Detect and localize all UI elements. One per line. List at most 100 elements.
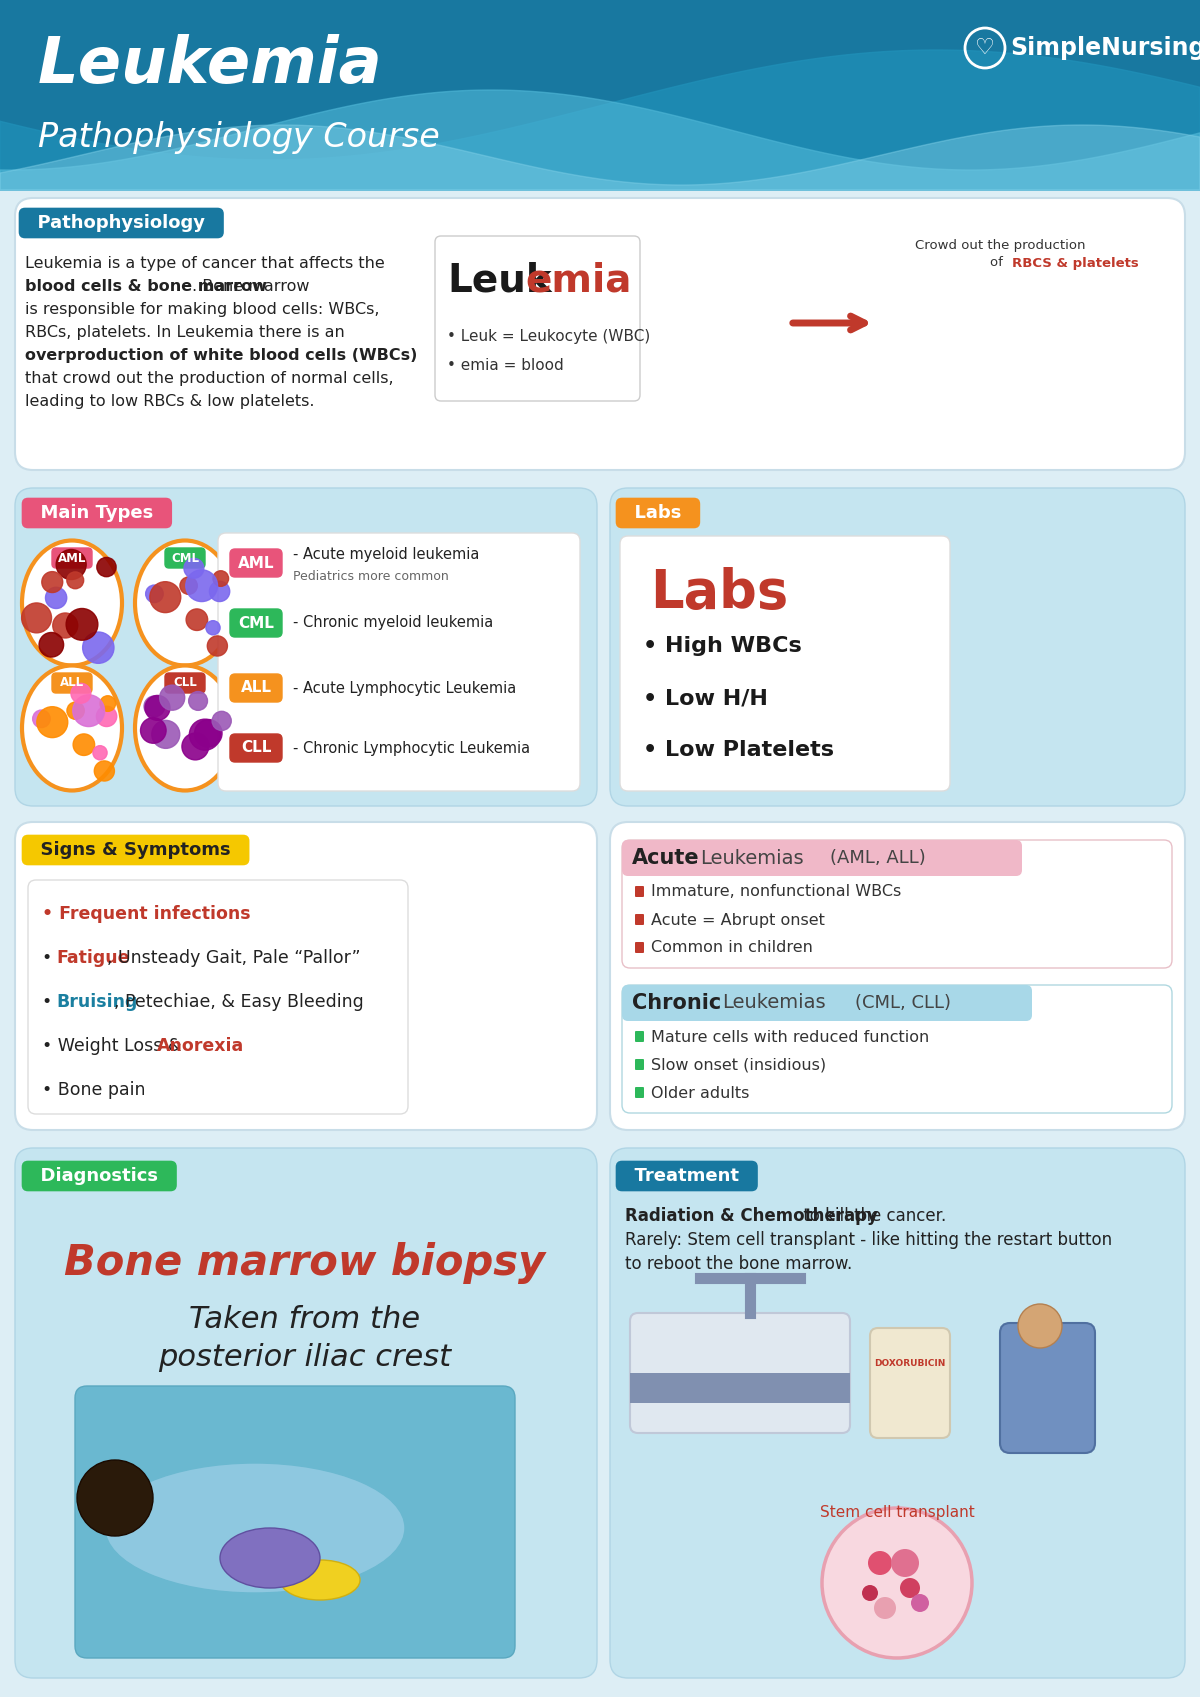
Circle shape (92, 745, 107, 760)
Text: ♡: ♡ (974, 37, 995, 58)
FancyBboxPatch shape (436, 236, 640, 400)
FancyBboxPatch shape (14, 1147, 598, 1678)
Text: Acute: Acute (632, 848, 700, 867)
Text: (CML, CLL): (CML, CLL) (854, 994, 952, 1011)
Text: to reboot the bone marrow.: to reboot the bone marrow. (625, 1256, 852, 1273)
Text: ALL: ALL (60, 677, 84, 689)
Text: ALL: ALL (240, 680, 271, 696)
Text: Slow onset (insidious): Slow onset (insidious) (650, 1057, 826, 1073)
Circle shape (822, 1509, 972, 1658)
FancyBboxPatch shape (166, 674, 205, 692)
Text: • Frequent infections: • Frequent infections (42, 905, 251, 923)
Circle shape (862, 1585, 878, 1600)
Circle shape (186, 570, 217, 601)
Text: Mature cells with reduced function: Mature cells with reduced function (650, 1030, 929, 1044)
Circle shape (95, 760, 114, 781)
FancyBboxPatch shape (230, 550, 282, 577)
Text: • Low Platelets: • Low Platelets (643, 740, 834, 760)
Text: - Chronic myeloid leukemia: - Chronic myeloid leukemia (293, 616, 493, 631)
Text: Leukemias: Leukemias (700, 848, 804, 867)
Circle shape (184, 558, 204, 579)
Text: • Bone pain: • Bone pain (42, 1081, 145, 1100)
Text: Crowd out the production: Crowd out the production (914, 239, 1085, 253)
Circle shape (160, 686, 185, 711)
Circle shape (97, 557, 116, 577)
Ellipse shape (106, 1463, 406, 1593)
FancyBboxPatch shape (610, 821, 1186, 1130)
Circle shape (890, 1549, 919, 1577)
Text: Leuk: Leuk (446, 261, 552, 300)
Text: Stem cell transplant: Stem cell transplant (820, 1505, 974, 1521)
FancyBboxPatch shape (230, 735, 282, 762)
Circle shape (37, 706, 67, 738)
Ellipse shape (220, 1527, 320, 1588)
Text: that crowd out the production of normal cells,: that crowd out the production of normal … (25, 372, 394, 385)
Text: blood cells & bone marrow: blood cells & bone marrow (25, 278, 266, 294)
Text: RBCS & platelets: RBCS & platelets (1012, 256, 1139, 270)
Text: Treatment: Treatment (622, 1168, 751, 1185)
Text: Radiation & Chemotherapy: Radiation & Chemotherapy (625, 1207, 878, 1225)
Text: •: • (42, 993, 58, 1011)
Circle shape (32, 709, 50, 728)
FancyBboxPatch shape (52, 674, 92, 692)
Text: AML: AML (238, 555, 275, 570)
FancyBboxPatch shape (14, 489, 598, 806)
Circle shape (194, 720, 222, 747)
Circle shape (73, 733, 95, 755)
Circle shape (67, 572, 84, 589)
Circle shape (868, 1551, 892, 1575)
Circle shape (77, 1459, 154, 1536)
Text: - Acute myeloid leukemia: - Acute myeloid leukemia (293, 548, 479, 562)
Text: overproduction of white blood cells (WBCs): overproduction of white blood cells (WBC… (25, 348, 418, 363)
Text: CLL: CLL (173, 677, 197, 689)
Circle shape (874, 1597, 896, 1619)
Text: (AML, ALL): (AML, ALL) (830, 848, 925, 867)
Text: SimpleNursing: SimpleNursing (1010, 36, 1200, 59)
Text: , Unsteady Gait, Pale “Pallor”: , Unsteady Gait, Pale “Pallor” (107, 949, 360, 967)
Circle shape (1018, 1303, 1062, 1347)
FancyBboxPatch shape (610, 1147, 1186, 1678)
Text: • Low H/H: • Low H/H (643, 687, 768, 708)
FancyBboxPatch shape (1000, 1324, 1096, 1453)
Text: Pathophysiology: Pathophysiology (25, 214, 217, 232)
Text: Fatigue: Fatigue (56, 949, 130, 967)
Circle shape (150, 582, 181, 613)
Text: Leukemias: Leukemias (722, 993, 826, 1013)
Circle shape (900, 1578, 920, 1599)
FancyBboxPatch shape (620, 536, 950, 791)
Circle shape (67, 703, 84, 720)
Text: Pediatrics more common: Pediatrics more common (293, 570, 449, 584)
FancyBboxPatch shape (622, 840, 1172, 967)
Text: Bone marrow biopsy: Bone marrow biopsy (65, 1242, 546, 1285)
Text: Pathophysiology Course: Pathophysiology Course (38, 122, 439, 154)
FancyBboxPatch shape (635, 886, 644, 898)
Text: Older adults: Older adults (650, 1086, 749, 1100)
Circle shape (212, 570, 228, 587)
Text: Rarely: Stem cell transplant - like hitting the restart button: Rarely: Stem cell transplant - like hitt… (625, 1230, 1112, 1249)
Circle shape (206, 621, 220, 635)
Text: Labs: Labs (650, 567, 788, 619)
Circle shape (911, 1593, 929, 1612)
Text: Chronic: Chronic (632, 993, 721, 1013)
Text: • Weight Loss &: • Weight Loss & (42, 1037, 187, 1056)
FancyBboxPatch shape (622, 840, 1022, 876)
Circle shape (212, 711, 232, 730)
Text: . Bone marrow: . Bone marrow (192, 278, 310, 294)
Text: Anorexia: Anorexia (157, 1037, 245, 1056)
Circle shape (145, 585, 163, 602)
Circle shape (56, 550, 86, 579)
Text: RBCs, platelets. In Leukemia there is an: RBCs, platelets. In Leukemia there is an (25, 326, 344, 339)
Text: DOXORUBICIN: DOXORUBICIN (875, 1359, 946, 1368)
Text: Bruising: Bruising (56, 993, 138, 1011)
Circle shape (73, 694, 104, 726)
Text: of: of (990, 256, 1007, 270)
Text: is responsible for making blood cells: WBCs,: is responsible for making blood cells: W… (25, 302, 379, 317)
Text: Main Types: Main Types (28, 504, 166, 523)
Text: CML: CML (172, 552, 199, 565)
Circle shape (144, 696, 164, 716)
Text: CLL: CLL (241, 740, 271, 755)
Circle shape (100, 696, 115, 711)
Circle shape (140, 718, 166, 743)
Circle shape (182, 733, 209, 760)
FancyBboxPatch shape (166, 548, 205, 568)
